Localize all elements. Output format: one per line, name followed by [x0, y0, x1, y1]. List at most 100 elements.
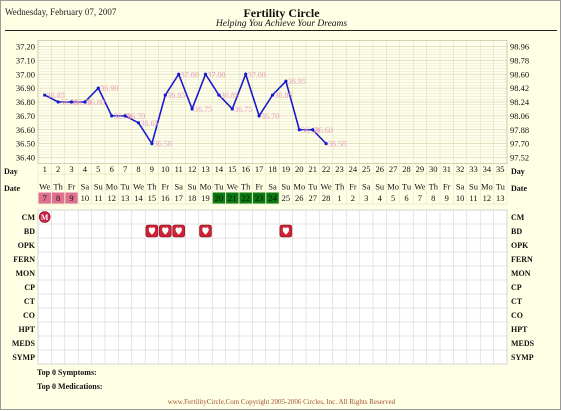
weekday-label: We [39, 182, 50, 192]
temperature-value-label: 36.50 [154, 140, 172, 149]
temperature-point [230, 107, 234, 111]
menses-date-cell [51, 192, 65, 204]
left-axis-tick-label: 37.00 [16, 69, 35, 79]
day-number: 14 [215, 164, 224, 174]
temperature-point [270, 93, 275, 97]
temperature-point [163, 93, 167, 97]
day-number: 6 [110, 164, 114, 174]
temperature-point [123, 114, 127, 118]
row-label-right: CM [511, 213, 525, 222]
temperature-value-label: 37.00 [208, 70, 226, 79]
weekday-label: Fr [443, 182, 451, 192]
right-axis-tick-label: 97.52 [510, 153, 529, 163]
calendar-date: 13 [496, 193, 505, 203]
day-number: 24 [349, 164, 358, 174]
calendar-date: 10 [81, 193, 90, 203]
row-label-right: CO [511, 311, 523, 320]
day-number: 10 [161, 164, 170, 174]
temperature-point [43, 93, 47, 97]
weekday-label: Tu [496, 182, 506, 192]
right-axis-tick-label: 98.60 [510, 69, 529, 79]
row-label-left: CP [24, 283, 35, 292]
bd-heart-icon [202, 227, 209, 235]
plot-border [37, 40, 508, 164]
menses-date-cell [65, 192, 78, 204]
calendar-date: 9 [69, 193, 73, 203]
weekday-label: Th [241, 182, 251, 192]
bd-heart-icon [282, 227, 290, 235]
calendar-date: 8 [56, 193, 60, 203]
row-label-right: MON [511, 269, 531, 278]
date-label: Wednesday, February 07, 2007 [5, 7, 117, 17]
temperature-point [136, 121, 141, 125]
weekday-label: Su [188, 182, 198, 192]
weekday-label: Mo [106, 182, 118, 192]
temperature-point [217, 93, 221, 97]
temperature-value-label: 36.85 [47, 91, 65, 100]
temperature-point [110, 114, 114, 118]
calendar-date: 21 [228, 193, 237, 203]
calendar-date: 4 [378, 193, 383, 203]
day-number: 27 [389, 164, 398, 174]
fertile-date-cell [252, 192, 266, 204]
right-axis-tick-label: 98.78 [510, 55, 529, 65]
calendar-date: 11 [94, 193, 102, 203]
calendar-date: 1 [337, 193, 341, 203]
left-axis-tick-label: 37.10 [16, 55, 35, 65]
temperature-point [83, 100, 87, 104]
temperature-point [324, 142, 328, 146]
top-medications-label: Top 0 Medications: [37, 382, 103, 391]
row-label-left: MEDS [12, 339, 36, 348]
row-label-right: Date [511, 184, 527, 193]
row-label-left: CT [24, 297, 36, 306]
day-number: 12 [188, 164, 197, 174]
right-axis-tick-label: 98.24 [510, 97, 530, 107]
right-axis-tick-label: 97.88 [510, 125, 529, 135]
row-label-left: OPK [18, 241, 36, 250]
weekday-label: We [133, 182, 144, 192]
left-axis-tick-label: 37.20 [16, 42, 35, 52]
temperature-value-label: 36.75 [194, 105, 212, 114]
row-label-right: CP [511, 283, 522, 292]
temperature-point [150, 142, 154, 146]
temperature-value-label: 36.85 [221, 91, 239, 100]
calendar-date: 17 [174, 193, 183, 203]
observation-grid [37, 209, 508, 365]
weekday-label: Tu [402, 182, 412, 192]
day-number: 3 [69, 164, 73, 174]
temperature-value-label: 36.70 [114, 112, 132, 121]
weekday-label: Th [429, 182, 439, 192]
day-number: 26 [375, 164, 384, 174]
calendar-date: 2 [351, 193, 355, 203]
top-symptoms-label: Top 0 Symptoms: [37, 368, 97, 377]
row-label-left: MON [15, 269, 35, 278]
calendar-date: 16 [161, 193, 170, 203]
bd-heart-icon [175, 227, 182, 235]
weekday-label: Th [147, 182, 157, 192]
temperature-point [257, 114, 261, 118]
day-number: 19 [282, 164, 291, 174]
left-axis-tick-label: 36.60 [16, 125, 35, 135]
temperature-value-label: 36.60 [301, 126, 319, 135]
row-label-right: HPT [511, 325, 528, 334]
weekday-label: Fr [162, 182, 170, 192]
calendar-date: 27 [308, 193, 317, 203]
day-number: 9 [150, 164, 154, 174]
copyright-notice: www.FertilityCircle.Com Copyright 2005-2… [167, 398, 396, 406]
day-number: 15 [228, 164, 237, 174]
temperature-value-label: 36.65 [141, 119, 159, 128]
temperature-value-label: 37.00 [181, 70, 199, 79]
calendar-date: 19 [201, 193, 210, 203]
calendar-date: 11 [469, 193, 477, 203]
left-axis-tick-label: 36.70 [16, 111, 35, 121]
day-number: 23 [335, 164, 344, 174]
day-number: 7 [123, 164, 127, 174]
calendar-date: 3 [364, 193, 368, 203]
day-number: 25 [362, 164, 371, 174]
right-axis-tick-label: 97.70 [510, 139, 529, 149]
temperature-value-label: 36.75 [234, 105, 252, 114]
calendar-date: 12 [483, 193, 492, 203]
row-label-left: CM [22, 213, 36, 222]
day-number: 30 [429, 164, 438, 174]
